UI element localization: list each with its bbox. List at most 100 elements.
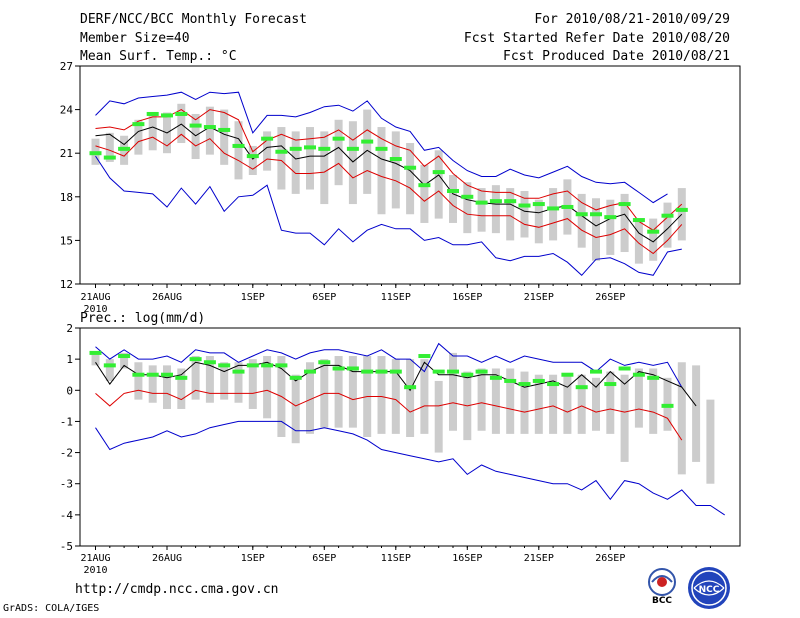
temp-climatology-mark	[561, 204, 574, 209]
prec-climatology-mark	[132, 372, 145, 377]
prec-spread-box	[577, 374, 586, 434]
temp-ytick-label: 21	[60, 147, 73, 160]
temp-spread-box	[348, 121, 357, 205]
prec-spread-box	[348, 356, 357, 428]
prec-spread-box	[434, 380, 443, 453]
temp-spread-box	[620, 193, 629, 253]
temp-climatology-mark	[161, 113, 173, 118]
forecast-period: For 2010/08/21-2010/09/29	[534, 12, 730, 27]
prec-climatology-mark	[304, 369, 316, 374]
temp-xtick-label: 26AUG	[152, 292, 182, 303]
prec-climatology-mark	[318, 360, 331, 365]
temp-spread-box	[549, 188, 558, 241]
prec-climatology-mark	[489, 375, 502, 380]
prec-climatology-mark	[346, 366, 359, 371]
temp-climatology-mark	[318, 146, 331, 151]
temp-spread-box	[406, 143, 415, 215]
temp-climatology-mark	[175, 111, 188, 116]
prec-ytick-label: -1	[60, 415, 73, 428]
prec-xtick-label: 21SEP	[524, 553, 554, 564]
temp-spread-box	[463, 182, 472, 234]
temp-climatology-mark	[647, 229, 660, 234]
temp-climatology-mark	[675, 207, 688, 212]
prec-spread-box	[291, 374, 300, 444]
prec-climatology-mark	[246, 363, 259, 368]
prec-climatology-mark	[618, 366, 631, 371]
prec-spread-box	[377, 356, 386, 434]
prec-spread-box	[220, 362, 229, 400]
temp-ytick-label: 24	[60, 104, 74, 117]
prec-spread-box	[134, 362, 143, 400]
temp-climatology-mark	[532, 202, 545, 207]
prec-climatology-mark	[332, 366, 345, 371]
prec-spread-box	[520, 371, 529, 434]
prec-climatology-mark	[447, 369, 459, 374]
prec-climatology-mark	[561, 372, 574, 377]
prec-spread-box	[649, 368, 658, 434]
member-size: Member Size=40	[80, 31, 190, 46]
prec-spread-box	[177, 368, 186, 409]
prec-climatology-mark	[647, 375, 660, 380]
prec-ytick-label: 0	[66, 384, 73, 397]
temp-ytick-label: 18	[60, 191, 73, 204]
prec-spread-box	[248, 359, 257, 409]
prec-spread-box	[105, 359, 114, 381]
prec-spread-box	[549, 374, 558, 434]
prec-xtick-label: 21AUG	[80, 553, 110, 564]
prec-ytick-label: 1	[66, 353, 73, 366]
temp-series-ensemble-max	[95, 91, 668, 204]
temp-xtick-year: 2010	[83, 304, 107, 315]
prec-climatology-mark	[661, 403, 674, 408]
temp-ytick-label: 12	[60, 278, 73, 291]
prec-climatology-mark	[261, 363, 274, 368]
prec-spread-box	[163, 365, 171, 409]
temp-spread-box	[534, 199, 543, 244]
temp-xtick-label: 6SEP	[312, 292, 336, 303]
prec-spread-box	[706, 399, 715, 484]
ncc-logo: NCC	[684, 566, 734, 616]
prec-climatology-mark	[89, 350, 102, 355]
temp-climatology-mark	[261, 136, 274, 141]
temp-climatology-mark	[346, 146, 359, 151]
prec-spread-box	[491, 368, 500, 434]
temp-series-ensemble-min	[95, 155, 682, 277]
temp-spread-box	[191, 113, 200, 160]
temp-climatology-mark	[604, 215, 617, 220]
prec-ytick-label: -3	[60, 478, 73, 491]
source-url[interactable]: http://cmdp.ncc.cma.gov.cn	[75, 582, 279, 597]
prec-climatology-mark	[161, 372, 173, 377]
prec-spread-box	[677, 362, 686, 475]
variable-label: Mean Surf. Temp.: °C	[80, 49, 237, 64]
prec-climatology-mark	[504, 378, 517, 383]
temp-climatology-mark	[375, 146, 388, 151]
temp-climatology-mark	[575, 212, 588, 217]
prec-climatology-mark	[175, 375, 188, 380]
temp-spread-box	[634, 218, 643, 264]
temp-climatology-mark	[418, 183, 431, 188]
prec-climatology-mark	[432, 369, 445, 374]
prec-spread-box	[406, 359, 415, 437]
prec-spread-box	[592, 377, 600, 431]
temp-xtick-label: 21AUG	[80, 292, 110, 303]
temp-climatology-mark	[547, 206, 560, 211]
temp-climatology-mark	[304, 145, 316, 150]
temp-spread-box	[220, 109, 229, 165]
temp-ytick-label: 15	[60, 234, 73, 247]
temp-spread-box	[291, 131, 300, 194]
prec-climatology-mark	[118, 354, 131, 359]
prec-climatology-mark	[232, 369, 245, 374]
temp-spread-box	[377, 127, 386, 215]
prec-climatology-mark	[518, 382, 531, 387]
temp-spread-box	[420, 164, 429, 223]
prec-ytick-label: -4	[60, 509, 74, 522]
prec-climatology-mark	[575, 385, 588, 390]
temp-spread-box	[434, 150, 443, 219]
temp-climatology-mark	[661, 213, 674, 218]
prec-xtick-label: 1SEP	[241, 553, 265, 564]
prec-climatology-mark	[103, 363, 116, 368]
prec-climatology-mark	[418, 354, 431, 359]
temp-climatology-mark	[203, 125, 216, 130]
temp-spread-box	[263, 131, 272, 171]
prec-spread-box	[477, 368, 486, 431]
